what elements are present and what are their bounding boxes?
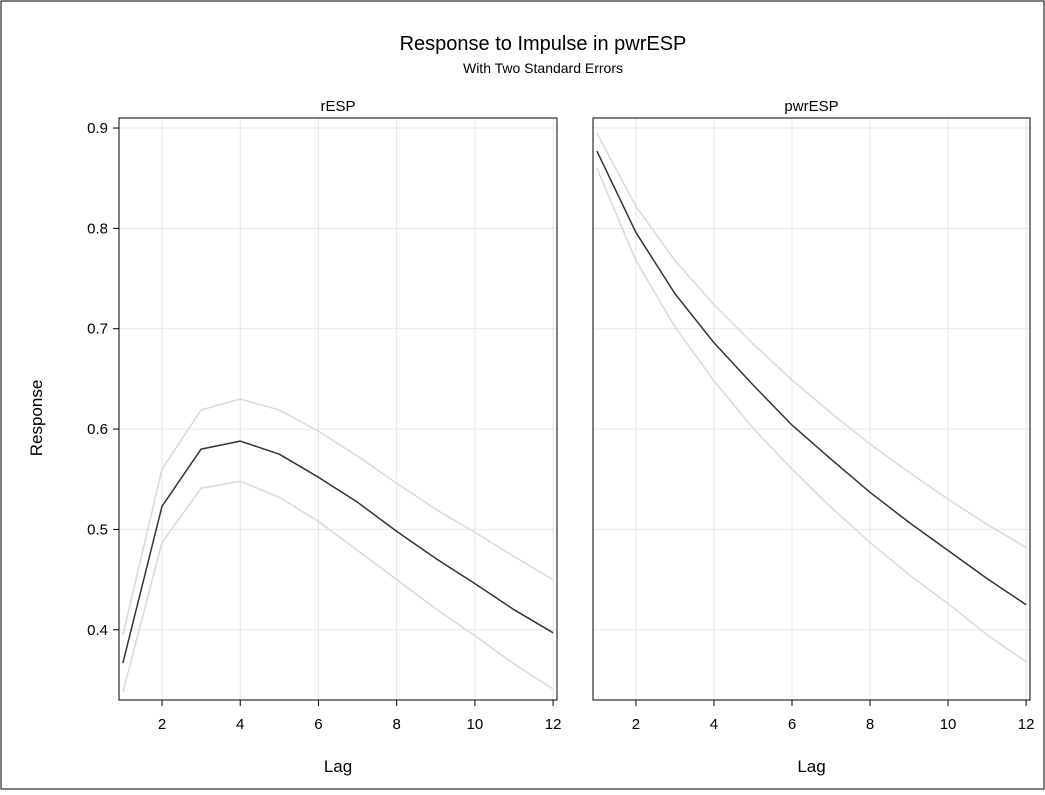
panel-rESP: rESP 2 4 6 8 10 12 Lag 0.4 0.5 0.6 0.7 0.8 0.9 <box>87 98 561 776</box>
x-tick-label: 4 <box>710 716 718 733</box>
panel-label: rESP <box>320 98 355 115</box>
x-tick-label: 10 <box>467 716 484 733</box>
plot-frame <box>592 117 1031 701</box>
x-axis-label: Lag <box>324 757 352 776</box>
y-tick-label: 0.8 <box>87 220 108 237</box>
chart-subtitle: With Two Standard Errors <box>463 60 623 76</box>
x-tick-label: 12 <box>545 716 562 733</box>
x-tick-label: 8 <box>392 716 400 733</box>
y-tick-label: 0.4 <box>87 622 108 639</box>
x-tick-label: 6 <box>788 716 796 733</box>
x-tick-label: 6 <box>314 716 322 733</box>
x-tick-label: 10 <box>940 716 957 733</box>
panel-label: pwrESP <box>784 98 838 115</box>
x-tick-label: 4 <box>236 716 244 733</box>
chart-title: Response to Impulse in pwrESP <box>400 33 687 55</box>
x-tick-label: 8 <box>866 716 874 733</box>
y-tick-label: 0.5 <box>87 521 108 538</box>
y-axis-label: Response <box>27 380 46 457</box>
plot-frame <box>118 117 558 701</box>
y-tick-label: 0.9 <box>87 120 108 137</box>
x-axis-label: Lag <box>797 757 825 776</box>
series-line-estimate <box>596 150 1027 606</box>
y-tick-label: 0.7 <box>87 321 108 338</box>
x-tick-label: 12 <box>1018 716 1035 733</box>
panel-pwrESP: pwrESP 2 4 6 8 10 12 Lag <box>592 98 1035 776</box>
series-line-lower <box>122 480 554 693</box>
x-tick-label: 2 <box>632 716 640 733</box>
series-line-upper <box>596 132 1027 549</box>
x-tick-label: 2 <box>158 716 166 733</box>
series-line-upper <box>122 398 554 635</box>
panels-group: rESP 2 4 6 8 10 12 Lag 0.4 0.5 0.6 0.7 0.8 0.9 pwrESP 2… <box>87 98 1034 776</box>
y-tick-label: 0.6 <box>87 421 108 438</box>
series-line-lower <box>596 167 1027 663</box>
series-line-estimate <box>122 440 554 664</box>
